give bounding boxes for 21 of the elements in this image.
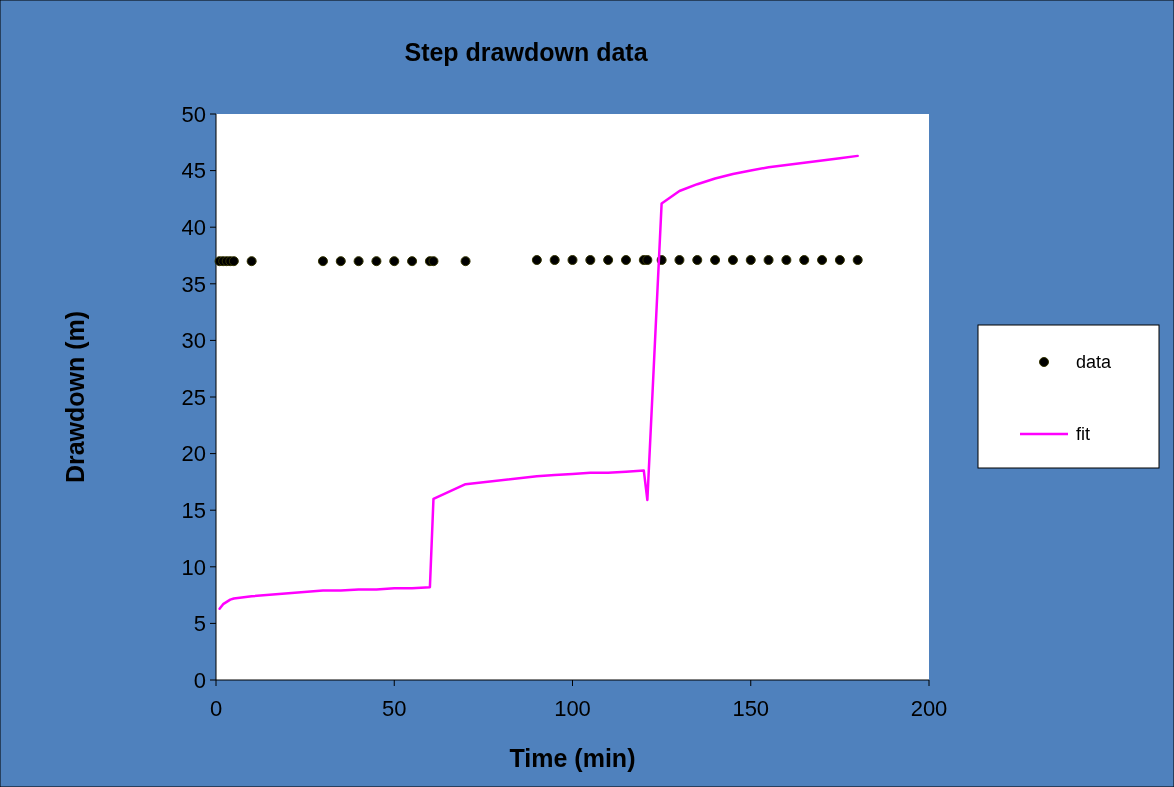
y-tick-label: 30	[181, 328, 206, 354]
y-tick-label: 0	[193, 667, 206, 693]
y-tick-label: 5	[193, 611, 206, 637]
x-tick-label: 150	[732, 696, 770, 721]
y-tick-label: 20	[181, 441, 206, 467]
legend-label: fit	[1076, 424, 1091, 445]
y-axis-title: Drawdown (m)	[61, 310, 89, 484]
y-tick-label: 25	[181, 384, 206, 410]
x-tick-label: 50	[382, 696, 407, 721]
y-tick-label: 50	[181, 101, 206, 127]
legend-label: data	[1076, 352, 1113, 373]
y-tick-label: 45	[181, 158, 206, 184]
x-tick-label: 100	[554, 696, 591, 721]
y-tick-label: 15	[181, 497, 206, 523]
y-tick-label: 40	[181, 214, 206, 240]
x-tick-label: 200	[910, 696, 948, 721]
x-tick-label: 0	[209, 696, 223, 721]
x-axis-title: Time (min)	[509, 744, 636, 772]
chart-title: Step drawdown data	[404, 38, 649, 66]
y-tick-label: 10	[181, 554, 206, 580]
y-tick-label: 35	[181, 271, 206, 297]
